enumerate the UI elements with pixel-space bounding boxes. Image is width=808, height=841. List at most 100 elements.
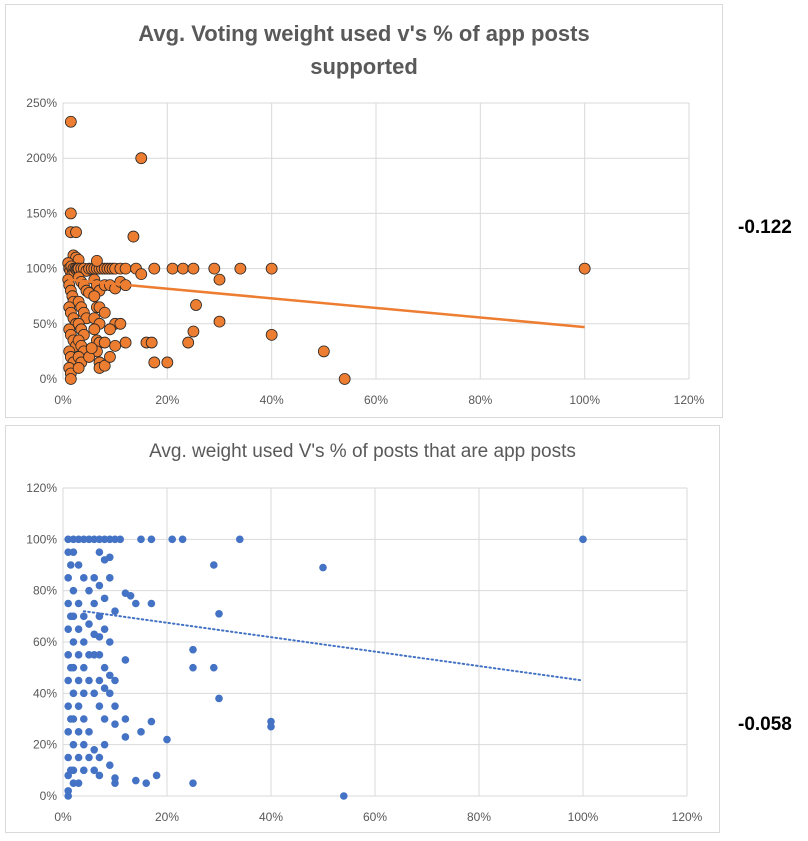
data-point — [80, 612, 88, 621]
data-point — [116, 535, 124, 544]
data-point — [80, 766, 88, 775]
data-point — [106, 689, 114, 698]
trendline — [68, 278, 585, 329]
data-point — [70, 226, 82, 239]
data-point — [64, 535, 72, 544]
data-point — [104, 351, 116, 363]
data-point — [64, 207, 77, 220]
data-point — [104, 323, 116, 336]
data-point — [95, 753, 104, 762]
y-tick-label: 200% — [26, 151, 57, 165]
chart-panel-weight-app-posts: Avg. weight used V's % of posts that are… — [5, 425, 720, 833]
data-point — [74, 599, 83, 608]
y-tick-label: 150% — [26, 206, 57, 220]
data-point — [74, 651, 83, 659]
scatter-plot-area: 0% 20% 40% 60% 80% 100% 120% 0% 20% 40% 60% 80% 100%… — [26, 481, 702, 824]
data-point — [213, 273, 226, 286]
data-point — [64, 702, 72, 710]
data-point — [166, 262, 179, 275]
data-point — [90, 574, 98, 582]
data-point — [106, 638, 114, 646]
data-point — [64, 651, 72, 659]
data-point — [90, 535, 98, 544]
data-point — [215, 609, 223, 618]
data-point — [163, 735, 171, 744]
data-point — [80, 535, 88, 544]
y-tick-label: 250% — [26, 96, 57, 110]
data-point — [189, 779, 197, 787]
data-point — [187, 262, 200, 275]
y-tick-label: 0% — [40, 789, 58, 803]
y-tick-label: 60% — [33, 635, 57, 649]
y-tick-label: 80% — [33, 584, 57, 598]
chart-title-line-2: supported — [310, 54, 418, 79]
data-point — [148, 262, 161, 275]
data-point — [69, 638, 78, 646]
y-tick-label: 40% — [33, 686, 57, 700]
data-point — [132, 776, 140, 785]
data-point — [100, 535, 109, 544]
data-point — [111, 607, 119, 615]
y-tick-label: 120% — [26, 481, 57, 495]
data-point — [90, 630, 98, 639]
data-point — [85, 342, 98, 354]
data-point — [106, 574, 114, 582]
data-point — [64, 373, 77, 385]
data-point — [74, 728, 83, 736]
data-point — [106, 535, 114, 544]
data-point — [80, 663, 88, 672]
data-point — [210, 561, 218, 569]
correlation-value: -0.122 — [738, 217, 792, 238]
data-point — [121, 733, 130, 741]
x-tick-label: 0% — [54, 393, 72, 407]
data-point — [69, 586, 78, 595]
data-point — [67, 561, 75, 569]
data-point — [90, 689, 98, 698]
data-point — [80, 740, 88, 749]
data-point — [338, 373, 351, 385]
data-point — [132, 599, 140, 608]
data-point — [69, 779, 78, 787]
data-point — [98, 359, 111, 372]
data-point — [67, 766, 75, 775]
data-point — [69, 548, 78, 556]
data-point — [67, 663, 75, 672]
y-tick-label: 20% — [33, 738, 57, 752]
data-point — [85, 651, 93, 659]
data-point — [161, 356, 174, 369]
data-point — [64, 115, 77, 128]
data-point — [147, 599, 156, 608]
x-tick-label: 60% — [364, 393, 388, 407]
data-point — [69, 740, 78, 749]
x-tick-label: 100% — [568, 810, 599, 824]
data-point — [64, 728, 72, 736]
data-point — [91, 254, 103, 267]
data-point — [121, 656, 130, 664]
x-tick-label: 20% — [155, 810, 179, 824]
data-point — [85, 728, 93, 736]
trendline — [82, 610, 584, 682]
data-point — [95, 581, 104, 590]
x-tick-label: 40% — [259, 810, 283, 824]
data-point — [72, 362, 85, 374]
data-point — [80, 689, 88, 698]
scatter-plot-area: 0% 50% 100% 150% 200% 250% 0% 20% 40% 60% 80% 100% 1… — [26, 96, 704, 407]
data-point — [578, 262, 591, 275]
data-point — [190, 299, 202, 311]
data-point — [100, 684, 109, 692]
data-point — [90, 746, 98, 754]
data-point — [74, 702, 83, 710]
data-point — [135, 152, 148, 165]
y-tick-label: 0% — [40, 372, 58, 386]
data-point — [64, 599, 72, 608]
data-point — [100, 715, 109, 723]
data-point — [80, 638, 88, 646]
data-point — [106, 553, 114, 562]
data-point — [80, 715, 88, 723]
data-point — [135, 268, 148, 281]
data-point — [64, 574, 72, 582]
data-point — [67, 612, 75, 621]
data-point — [64, 676, 72, 685]
data-point — [215, 694, 223, 703]
chart-title: Avg. Voting weight used v's % of app pos… — [6, 17, 722, 83]
